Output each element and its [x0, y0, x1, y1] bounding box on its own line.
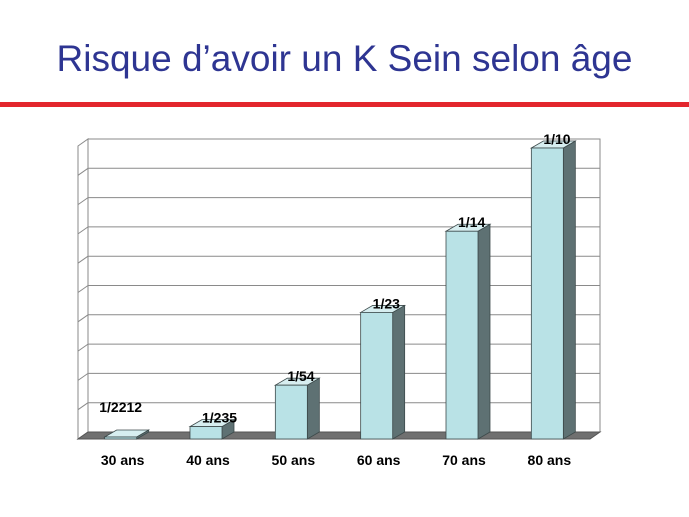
data-label: 1/14	[458, 214, 485, 230]
bar	[103, 429, 151, 440]
x-tick-label: 60 ans	[357, 452, 401, 468]
x-tick-label: 80 ans	[528, 452, 572, 468]
data-label: 1/235	[202, 410, 237, 426]
bar-side	[306, 377, 320, 440]
x-tick-label: 70 ans	[442, 452, 486, 468]
title-divider	[0, 102, 689, 107]
bar	[359, 304, 407, 440]
bar-side	[562, 140, 576, 440]
bar	[273, 377, 321, 440]
x-tick-label: 50 ans	[272, 452, 316, 468]
bars	[103, 140, 577, 440]
bar-side	[477, 223, 491, 440]
data-label: 1/23	[373, 295, 400, 311]
bar-front	[104, 436, 138, 440]
bar	[529, 140, 577, 440]
gridline-side	[77, 343, 89, 352]
gridline-side	[77, 372, 89, 381]
bar-front	[530, 147, 564, 440]
data-label: 1/10	[543, 131, 570, 147]
bar-side	[392, 304, 406, 440]
chart-floor	[76, 431, 602, 440]
gridline-side	[77, 314, 89, 323]
bar-front	[274, 384, 308, 440]
floor-plane	[76, 431, 602, 440]
x-tick-label: 40 ans	[186, 452, 230, 468]
x-tick-label: 30 ans	[101, 452, 145, 468]
gridlines	[77, 167, 600, 411]
slide-title: Risque d’avoir un K Sein selon âge	[56, 38, 633, 79]
data-label: 1/54	[287, 368, 314, 384]
data-label: 1/2212	[99, 399, 142, 415]
bar-front	[445, 230, 479, 440]
gridline-side	[77, 226, 89, 235]
bar	[188, 418, 236, 440]
bar-front	[189, 426, 223, 440]
gridline-side	[77, 255, 89, 264]
data-labels: 1/2212 1/235 1/54 1/23 1/14 1/10	[99, 131, 571, 426]
gridline-side	[77, 197, 89, 206]
bar	[444, 223, 492, 440]
x-tick-labels: 30 ans 40 ans 50 ans 60 ans 70 ans 80 ans	[101, 452, 571, 468]
gridline-side	[77, 402, 89, 411]
bar-front	[360, 312, 394, 440]
gridline-side	[77, 285, 89, 293]
gridline-side	[77, 167, 89, 176]
chart-walls	[77, 138, 601, 440]
